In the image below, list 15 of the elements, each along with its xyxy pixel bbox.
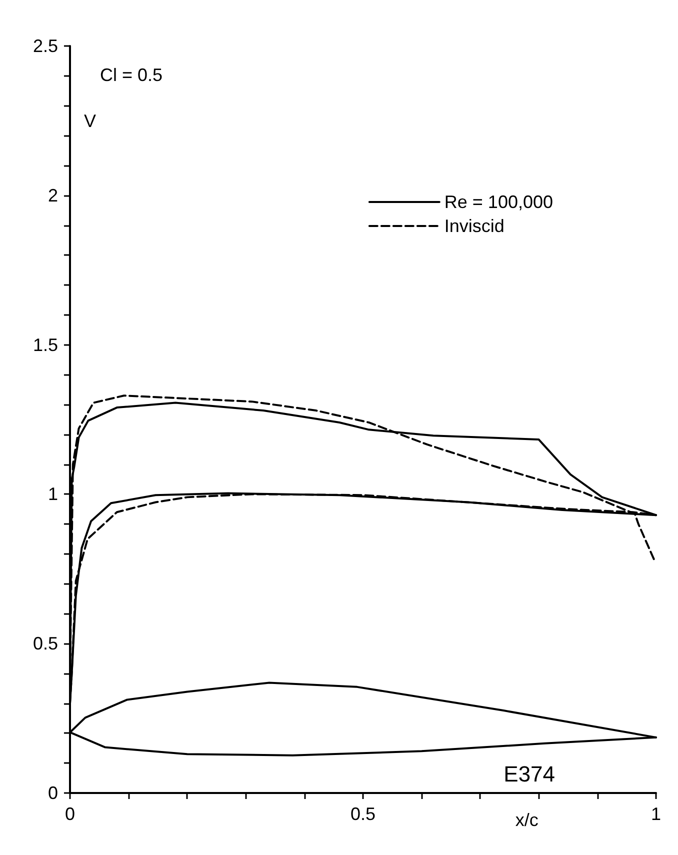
y-tick-label: 1 [48, 484, 58, 504]
legend-label: Re = 100,000 [444, 192, 554, 212]
x-tick-label: 0.5 [350, 804, 376, 824]
y-tick-label: 0.5 [32, 634, 58, 654]
legend-label: Inviscid [444, 216, 504, 236]
y-tick-label: 0 [48, 783, 58, 803]
y-tick-label: 2 [48, 185, 58, 206]
y-tick-label: 2.5 [32, 36, 58, 56]
x-axis-title: x/c [515, 810, 538, 830]
x-tick-label: 0 [64, 804, 76, 824]
annotation: E374 [504, 762, 556, 786]
y-axis-title: V [84, 111, 96, 131]
y-tick-label: 1.5 [32, 334, 58, 355]
x-tick-label: 1 [650, 804, 662, 824]
annotation: Cl = 0.5 [100, 65, 163, 85]
